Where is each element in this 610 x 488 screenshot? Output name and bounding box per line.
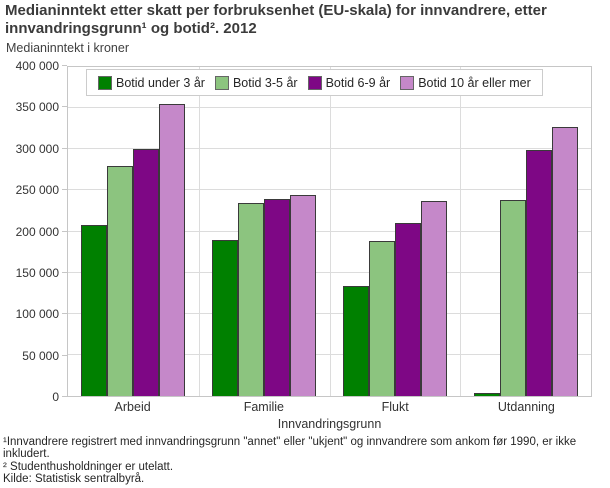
- bar-groups: [68, 67, 591, 396]
- legend: Botid under 3 år Botid 3-5 år Botid 6-9 år…: [86, 69, 543, 96]
- y-tick-label: 150 000: [15, 265, 59, 280]
- bar-arbeid-botid-under-3-r: [81, 224, 108, 396]
- bar-utdanning-botid-3-5-r: [499, 200, 526, 396]
- y-tick-mark: [62, 354, 67, 356]
- legend-label: Botid 6-9 år: [325, 75, 391, 90]
- footnotes: ¹Innvandrere registrert med innvandrings…: [3, 436, 605, 486]
- bar-flukt-botid-10-r-eller-mer: [420, 201, 447, 396]
- source-line: Kilde: Statistisk sentralbyrå.: [3, 473, 145, 486]
- bar-group-utdanning: [460, 67, 591, 396]
- y-tick-mark: [62, 230, 67, 232]
- y-tick-label: 250 000: [15, 183, 59, 198]
- bar-familie-botid-10-r-eller-mer: [290, 194, 317, 396]
- gridline-horizontal: [68, 107, 591, 109]
- bar-group-flukt: [330, 67, 461, 396]
- y-tick-label: 0: [52, 390, 59, 404]
- footnote-2: ² Studenthusholdninger er utelatt.: [3, 460, 174, 473]
- bar-group-familie: [199, 67, 330, 396]
- gridline-vertical: [460, 67, 462, 396]
- plot-area: [67, 66, 592, 397]
- gridline-vertical: [198, 67, 200, 396]
- x-category-label-arbeid: Arbeid: [114, 400, 151, 414]
- bar-arbeid-botid-10-r-eller-mer: [159, 104, 186, 396]
- legend-label: Botid 3-5 år: [232, 75, 298, 90]
- y-tick-mark: [62, 65, 67, 66]
- legend-swatch-botid-under-3-r: [98, 75, 112, 90]
- y-tick-label: 350 000: [15, 100, 59, 115]
- y-tick-mark: [62, 313, 67, 315]
- gridline-horizontal: [68, 271, 591, 273]
- y-tick-label: 200 000: [15, 224, 59, 239]
- bar-utdanning-botid-under-3-r: [473, 392, 500, 396]
- x-axis-title: Innvandringsgrunn: [277, 417, 382, 431]
- bar-flukt-botid-under-3-r: [342, 285, 369, 396]
- legend-swatch-botid-6-9-r: [307, 75, 322, 90]
- gridline-horizontal: [68, 353, 591, 355]
- bar-familie-botid-6-9-r: [264, 199, 291, 396]
- x-category-label-utdanning: Utdanning: [497, 400, 555, 414]
- legend-label: Botid 10 år eller mer: [418, 75, 531, 90]
- y-axis: 0 50 000 100 000 150 000 200 000 250 000 300 0…: [0, 59, 67, 404]
- legend-item-botid-under-3-r: Botid under 3 år: [98, 75, 205, 90]
- legend-swatch-botid-3-5-r: [214, 75, 229, 90]
- y-tick-mark: [62, 147, 67, 149]
- x-category-label-familie: Familie: [243, 400, 285, 414]
- legend-item-botid-6-9-r: Botid 6-9 år: [307, 75, 391, 90]
- y-tick-label: 100 000: [15, 307, 59, 322]
- bar-flukt-botid-6-9-r: [394, 223, 421, 396]
- y-tick-label: 50 000: [22, 348, 59, 363]
- y-tick-label: 400 000: [15, 59, 59, 73]
- bar-utdanning-botid-6-9-r: [525, 150, 552, 396]
- legend-item-botid-10-r-eller-mer: Botid 10 år eller mer: [400, 75, 531, 90]
- bar-group-arbeid: [68, 67, 199, 396]
- y-axis-title: Medianinntekt i kroner: [6, 41, 129, 55]
- y-tick-mark: [62, 189, 67, 191]
- gridline-vertical: [329, 67, 331, 396]
- legend-item-botid-3-5-r: Botid 3-5 år: [214, 75, 298, 90]
- bar-utdanning-botid-10-r-eller-mer: [551, 127, 578, 396]
- gridline-horizontal: [68, 312, 591, 314]
- y-tick-mark: [62, 271, 67, 273]
- y-tick-mark: [62, 106, 67, 108]
- y-tick-mark: [62, 396, 67, 397]
- bar-flukt-botid-3-5-r: [368, 240, 395, 396]
- gridline-horizontal: [68, 148, 591, 150]
- bar-arbeid-botid-6-9-r: [133, 149, 160, 396]
- bar-familie-botid-3-5-r: [238, 202, 265, 396]
- bar-arbeid-botid-3-5-r: [107, 165, 134, 396]
- gridline-horizontal: [68, 189, 591, 191]
- chart-title: Medianinntekt etter skatt per forbruksen…: [5, 2, 547, 37]
- x-category-label-flukt: Flukt: [381, 400, 409, 414]
- legend-label: Botid under 3 år: [116, 75, 205, 90]
- x-axis-labels: Arbeid Familie Flukt Utdanning: [67, 400, 592, 414]
- y-tick-label: 300 000: [15, 141, 59, 156]
- gridline-horizontal: [68, 230, 591, 232]
- legend-swatch-botid-10-r-eller-mer: [400, 75, 415, 90]
- bar-familie-botid-under-3-r: [212, 239, 239, 396]
- footnote-1: ¹Innvandrere registrert med innvandrings…: [3, 436, 577, 461]
